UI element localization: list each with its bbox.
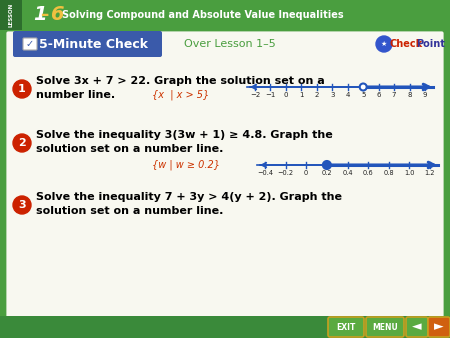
Text: Solving Compound and Absolute Value Inequalities: Solving Compound and Absolute Value Ineq… xyxy=(62,10,344,20)
Circle shape xyxy=(13,196,31,214)
Text: 2: 2 xyxy=(18,138,26,148)
FancyBboxPatch shape xyxy=(366,317,404,337)
Text: 8: 8 xyxy=(407,92,412,98)
Text: ★: ★ xyxy=(381,41,387,47)
Text: {w | w ≥ 0.2}: {w | w ≥ 0.2} xyxy=(152,160,220,170)
Text: Point: Point xyxy=(416,39,445,49)
Text: 9: 9 xyxy=(423,92,427,98)
Text: −0.2: −0.2 xyxy=(278,170,294,176)
Text: 3: 3 xyxy=(18,200,26,210)
Text: Solve the inequality 7 + 3y > 4(y + 2). Graph the: Solve the inequality 7 + 3y > 4(y + 2). … xyxy=(36,192,342,202)
Text: 3: 3 xyxy=(330,92,334,98)
Text: 5: 5 xyxy=(361,92,365,98)
Text: –: – xyxy=(40,6,48,24)
FancyBboxPatch shape xyxy=(5,30,445,319)
FancyBboxPatch shape xyxy=(0,316,450,338)
Text: −1: −1 xyxy=(265,92,276,98)
Text: 1: 1 xyxy=(18,84,26,94)
Text: 0: 0 xyxy=(284,92,288,98)
Text: 0.2: 0.2 xyxy=(322,170,332,176)
Text: 6: 6 xyxy=(50,5,63,24)
Text: 0.8: 0.8 xyxy=(383,170,394,176)
FancyBboxPatch shape xyxy=(23,38,37,50)
Text: ✓: ✓ xyxy=(26,39,34,49)
Circle shape xyxy=(360,83,367,91)
Text: 1.2: 1.2 xyxy=(425,170,435,176)
Text: Over Lesson 1–5: Over Lesson 1–5 xyxy=(184,39,276,49)
Circle shape xyxy=(13,80,31,98)
Text: ►: ► xyxy=(434,320,444,334)
Text: ◄: ◄ xyxy=(412,320,422,334)
Text: 7: 7 xyxy=(392,92,396,98)
Text: solution set on a number line.: solution set on a number line. xyxy=(36,206,223,216)
Text: 4: 4 xyxy=(346,92,350,98)
Text: 2: 2 xyxy=(315,92,319,98)
FancyBboxPatch shape xyxy=(0,0,450,30)
Text: Check: Check xyxy=(390,39,423,49)
Text: 0.6: 0.6 xyxy=(363,170,374,176)
Text: Solve 3x + 7 > 22. Graph the solution set on a: Solve 3x + 7 > 22. Graph the solution se… xyxy=(36,76,325,86)
FancyBboxPatch shape xyxy=(0,0,22,30)
Text: 1: 1 xyxy=(33,5,47,24)
FancyBboxPatch shape xyxy=(13,31,162,57)
Circle shape xyxy=(376,36,392,52)
Text: 6: 6 xyxy=(376,92,381,98)
FancyBboxPatch shape xyxy=(428,317,450,337)
Text: number line.: number line. xyxy=(36,90,115,100)
Text: 5-Minute Check: 5-Minute Check xyxy=(39,38,148,50)
Text: solution set on a number line.: solution set on a number line. xyxy=(36,144,223,154)
Text: −2: −2 xyxy=(250,92,260,98)
Text: 1: 1 xyxy=(299,92,304,98)
Circle shape xyxy=(13,134,31,152)
Text: 0: 0 xyxy=(304,170,308,176)
Text: 0.4: 0.4 xyxy=(342,170,353,176)
FancyBboxPatch shape xyxy=(406,317,428,337)
Text: {x  | x > 5}: {x | x > 5} xyxy=(152,90,209,100)
Text: LESSON: LESSON xyxy=(9,3,13,27)
Text: MENU: MENU xyxy=(372,322,398,332)
Text: EXIT: EXIT xyxy=(336,322,356,332)
Text: −0.4: −0.4 xyxy=(257,170,273,176)
Text: 1.0: 1.0 xyxy=(404,170,414,176)
Circle shape xyxy=(323,161,331,169)
Text: Solve the inequality 3(3w + 1) ≥ 4.8. Graph the: Solve the inequality 3(3w + 1) ≥ 4.8. Gr… xyxy=(36,130,333,140)
FancyBboxPatch shape xyxy=(328,317,364,337)
